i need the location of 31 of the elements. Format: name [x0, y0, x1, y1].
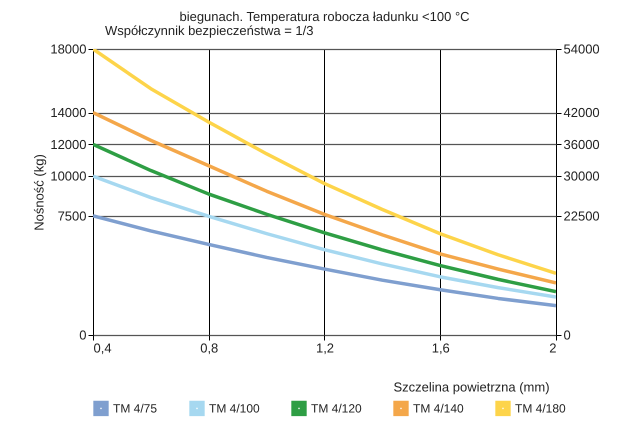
- line-series: [93, 214, 556, 308]
- y-tick-label: 7500: [58, 208, 86, 224]
- chart-title: biegunach. Temperatura robocza ładunku <100 °C: [179, 9, 470, 24]
- y2-tick-label: 36000: [564, 136, 600, 152]
- y-axis-title: Nośność (kg): [31, 154, 46, 231]
- x-tick-label: 0,4: [94, 340, 112, 356]
- y2-tick-label: 42000: [564, 105, 600, 120]
- legend-label: TM 4/75: [113, 401, 158, 416]
- y2-tick-label: 30000: [564, 168, 600, 184]
- y-tick-label: 14000: [50, 105, 86, 120]
- x-tick-label: 1,2: [316, 340, 334, 356]
- line-series: [93, 174, 556, 299]
- y-tick-label: 0: [79, 328, 86, 342]
- line-series: [93, 49, 556, 276]
- text: Współczynnik bezpieczeństwa = 1/3: [105, 23, 314, 38]
- line-series: [93, 110, 556, 285]
- y2-tick-label: 22500: [564, 208, 600, 224]
- legend-label: TM 4/140: [413, 401, 464, 416]
- y-tick-label: 10000: [50, 168, 86, 184]
- legend-label: TM 4/180: [515, 401, 566, 416]
- x-tick-label: 0,8: [200, 340, 218, 356]
- x-axis-title: Szczelina powietrzna (mm): [394, 380, 550, 394]
- x-tick-label: 2: [549, 340, 556, 356]
- line-series: [93, 142, 556, 294]
- legend-label: TM 4/100: [209, 401, 260, 416]
- y-tick-label: 18000: [50, 42, 86, 56]
- y-tick-label: 12000: [50, 136, 86, 152]
- y2-tick-label: 0: [564, 328, 571, 342]
- y2-tick-label: 54000: [564, 42, 600, 56]
- legend-label: TM 4/120: [311, 401, 362, 416]
- x-tick-label: 1,6: [432, 340, 450, 356]
